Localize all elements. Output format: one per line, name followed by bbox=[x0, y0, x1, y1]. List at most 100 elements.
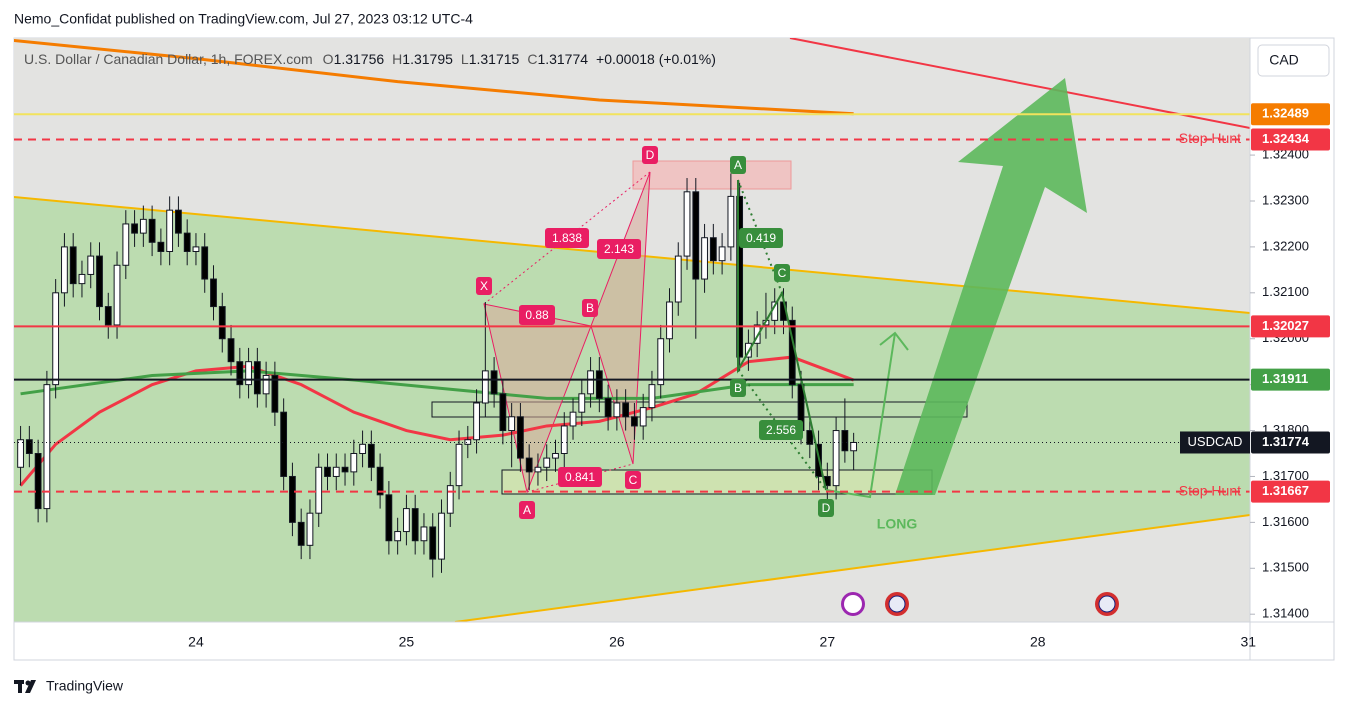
price-label-bg bbox=[1251, 128, 1330, 151]
x-tick-label: 31 bbox=[1240, 634, 1256, 650]
candle-body bbox=[490, 370, 498, 395]
legend-label: C bbox=[527, 51, 537, 67]
ratio-label: 0.88 bbox=[525, 308, 549, 322]
candle-body bbox=[139, 218, 147, 234]
candle-body bbox=[271, 374, 279, 413]
indicator-line bbox=[19, 355, 855, 487]
pattern-leg bbox=[737, 180, 827, 491]
candle-body bbox=[306, 512, 314, 546]
price-label: 1.31911 bbox=[1262, 371, 1308, 386]
candle-body bbox=[289, 475, 296, 523]
x-tick-label: 25 bbox=[399, 634, 415, 650]
candle-body bbox=[534, 466, 542, 473]
candle-body bbox=[87, 255, 95, 275]
pattern-label: C bbox=[778, 266, 787, 280]
candle-body bbox=[253, 361, 261, 395]
candle-body bbox=[578, 393, 586, 413]
price-label-bg bbox=[1251, 315, 1330, 338]
series-layer bbox=[14, 39, 858, 578]
price-label: 1.31774 bbox=[1262, 434, 1310, 449]
candle-body bbox=[560, 425, 568, 455]
logo bbox=[14, 680, 36, 693]
price-label: 1.32434 bbox=[1262, 131, 1310, 146]
candle-body bbox=[499, 393, 507, 432]
candle-body bbox=[359, 443, 366, 455]
candle-body bbox=[683, 191, 691, 257]
legend-label: L bbox=[461, 51, 469, 67]
trendline bbox=[789, 38, 1250, 129]
candle-body bbox=[403, 508, 410, 533]
currency-button[interactable] bbox=[1257, 44, 1330, 77]
price-label: 1.32027 bbox=[1262, 318, 1309, 333]
pattern-label: B bbox=[586, 301, 594, 315]
candle-body bbox=[674, 255, 682, 303]
y-tick-label: 1.31700 bbox=[1262, 468, 1309, 483]
candle-body bbox=[841, 430, 849, 452]
candle-body bbox=[385, 494, 393, 542]
event-icon bbox=[888, 595, 906, 613]
price-label-bg bbox=[1251, 368, 1330, 391]
signal-label: LONG bbox=[877, 516, 918, 532]
pattern-labels: X A B C D 1.838 2.143 0.88 0.841 A B C D… bbox=[476, 146, 917, 532]
event-icon bbox=[844, 595, 862, 613]
price-label-bg bbox=[1251, 103, 1330, 126]
candle-body bbox=[692, 191, 700, 280]
candle-body bbox=[227, 338, 235, 363]
pattern-ratio-line bbox=[526, 463, 634, 493]
candle-body bbox=[157, 241, 165, 252]
price-line-label: Stop Hunt bbox=[1179, 130, 1241, 146]
candle-body bbox=[604, 397, 612, 418]
candle-body bbox=[709, 237, 717, 262]
ratio-label: 0.841 bbox=[565, 470, 595, 484]
arrow bbox=[879, 331, 909, 351]
candle-body bbox=[508, 416, 516, 432]
candle-body bbox=[631, 416, 638, 427]
candle-body bbox=[446, 485, 454, 514]
candle-body bbox=[218, 306, 226, 340]
candle-body bbox=[481, 370, 489, 404]
candle-body bbox=[297, 521, 305, 546]
candle-body bbox=[736, 195, 744, 358]
candle-body bbox=[210, 278, 217, 308]
candle-body bbox=[543, 457, 551, 468]
event-icon bbox=[1098, 595, 1116, 613]
candle-body bbox=[332, 466, 340, 477]
ratio-label: 1.838 bbox=[552, 231, 582, 245]
legend-value: 1.31756 bbox=[334, 51, 385, 67]
candle-body bbox=[420, 526, 428, 542]
pattern-label: A bbox=[734, 158, 742, 172]
candle-body bbox=[639, 407, 647, 427]
candle-body bbox=[280, 411, 288, 477]
candle-body bbox=[17, 439, 24, 468]
overlay-layer: Stop Hunt Stop Hunt bbox=[14, 113, 1250, 498]
candle-body bbox=[622, 402, 630, 418]
y-tick-label: 1.31600 bbox=[1262, 514, 1309, 529]
candle-body bbox=[832, 430, 840, 487]
price-label-bg bbox=[1251, 431, 1330, 454]
candle-body bbox=[464, 439, 472, 445]
y-tick-label: 1.32300 bbox=[1262, 192, 1309, 207]
candle-body bbox=[648, 384, 656, 409]
pattern-label: D bbox=[646, 148, 655, 162]
candle-body bbox=[666, 301, 673, 340]
trendline bbox=[454, 514, 1250, 622]
pattern-ratio-line bbox=[737, 369, 827, 491]
candle-body bbox=[52, 292, 60, 386]
zone bbox=[431, 401, 968, 418]
candle-body bbox=[727, 195, 735, 248]
candle-body bbox=[552, 453, 559, 459]
plot-area: Stop Hunt Stop Hunt X A B C D 1.838 2.143… bbox=[14, 38, 1250, 622]
indicator-line bbox=[14, 39, 854, 116]
candle-body bbox=[850, 441, 858, 452]
y-tick-label: 1.31500 bbox=[1262, 560, 1309, 575]
candle-body bbox=[43, 384, 51, 510]
price-label: 1.31667 bbox=[1262, 483, 1309, 498]
candle-body bbox=[806, 430, 814, 445]
symbol-title: U.S. Dollar / Canadian Dollar, 1h, FOREX… bbox=[24, 51, 313, 67]
price-line-label: Stop Hunt bbox=[1179, 482, 1241, 498]
candle-body bbox=[131, 223, 138, 234]
candle-body bbox=[587, 370, 594, 395]
currency-label: CAD bbox=[1269, 52, 1299, 68]
candle-body bbox=[595, 370, 603, 399]
